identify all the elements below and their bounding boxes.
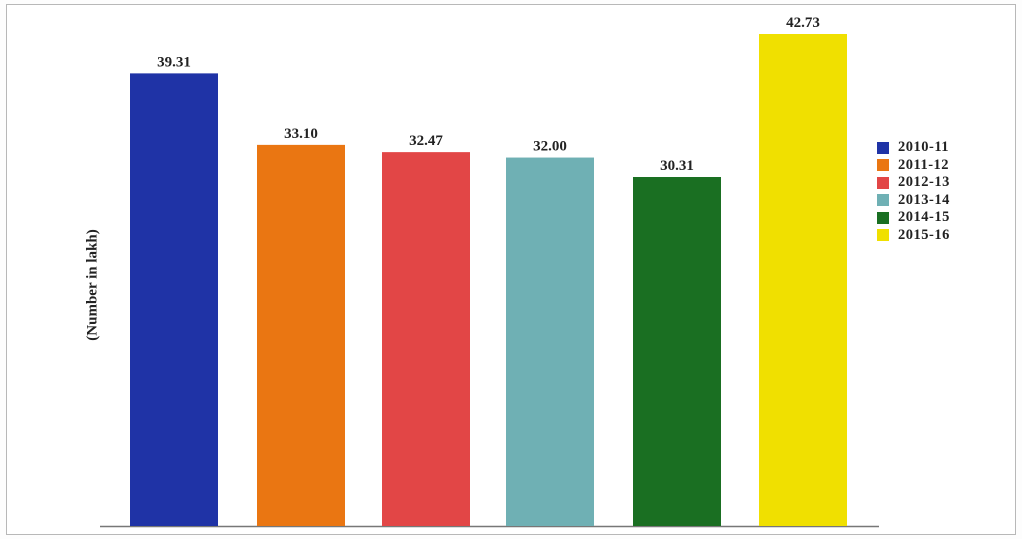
data-label-2011-12: 33.10: [284, 126, 318, 142]
legend-label: 2011-12: [898, 156, 950, 173]
bar-2012-13: [382, 152, 470, 527]
legend-item-2012-13: 2012-13: [877, 174, 950, 192]
legend-swatch: [877, 176, 889, 189]
legend-label: 2010-11: [898, 139, 950, 155]
legend-swatch: [877, 194, 889, 207]
legend-item-2011-12: 2011-12: [877, 157, 950, 175]
legend-item-2010-11: 2010-11: [877, 139, 950, 157]
legend-label: 2013-14: [898, 191, 950, 208]
legend-swatch: [877, 141, 889, 154]
bar-2010-11: [130, 73, 218, 527]
legend: 2010-11 2011-12 2012-13 2013-14 2014-15 …: [877, 139, 950, 244]
bar-2015-16: [759, 34, 847, 526]
legend-label: 2015-16: [898, 226, 950, 243]
legend-label: 2014-15: [898, 209, 950, 225]
legend-item-2015-16: 2015-16: [877, 227, 950, 245]
data-label-2014-15: 30.31: [660, 158, 694, 174]
data-label-2012-13: 32.47: [409, 133, 443, 149]
data-label-2010-11: 39.31: [157, 54, 191, 70]
legend-swatch: [877, 159, 889, 172]
legend-swatch: [877, 229, 889, 242]
legend-swatch: [877, 211, 889, 224]
y-axis-label: (Number in lakh): [84, 229, 101, 341]
data-label-2013-14: 32.00: [533, 139, 567, 155]
legend-label: 2012-13: [898, 174, 950, 190]
bar-2013-14: [506, 157, 594, 526]
bar-2011-12: [257, 144, 345, 526]
data-label-2015-16: 42.73: [786, 15, 820, 31]
legend-item-2014-15: 2014-15: [877, 209, 950, 227]
legend-item-2013-14: 2013-14: [877, 192, 950, 210]
bar-2014-15: [633, 177, 721, 526]
